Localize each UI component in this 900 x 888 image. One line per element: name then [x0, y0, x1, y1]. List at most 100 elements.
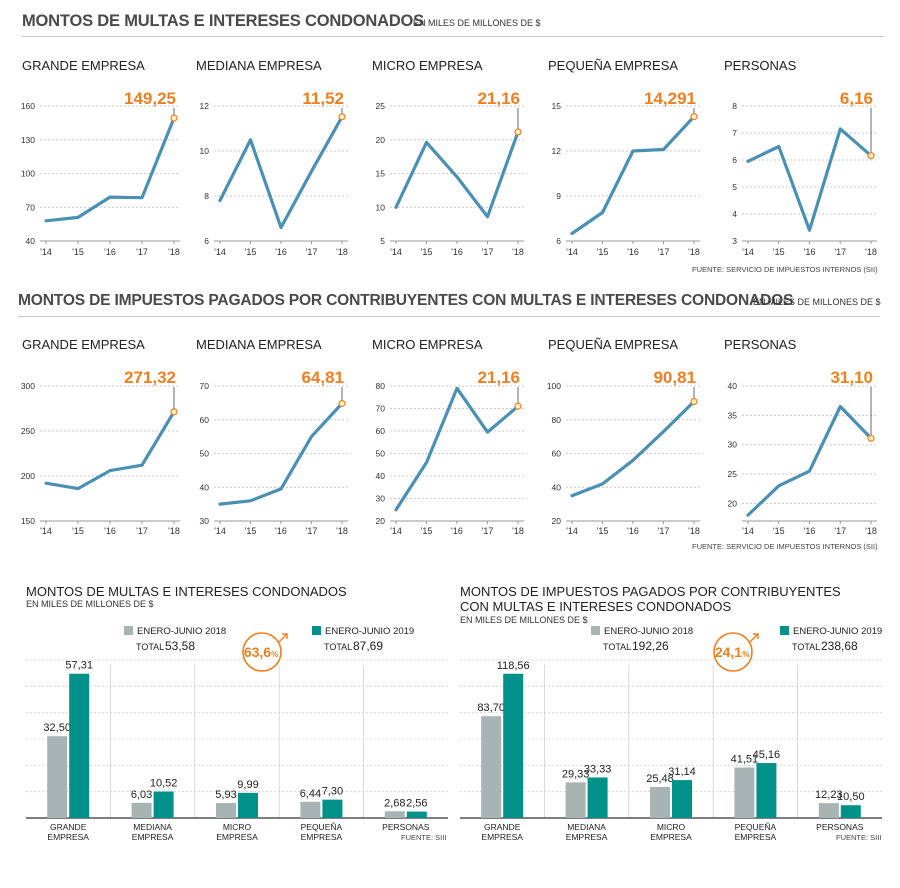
y-tick-label: 250 [21, 426, 35, 436]
series-line [746, 404, 873, 517]
bar-2018 [818, 803, 839, 818]
bar-value-label: 12,23 [815, 789, 843, 801]
y-tick-label: 5 [380, 236, 385, 246]
chart-title: MEDIANA EMPRESA [196, 58, 322, 73]
y-tick-label: 6 [556, 236, 561, 246]
bottom-left-title: MONTOS DE MULTAS E INTERESES CONDONADOS [26, 584, 347, 599]
legend-swatch [591, 626, 600, 635]
category-label: GRANDE [50, 822, 87, 832]
category-label: MEDIANA [567, 822, 606, 832]
x-tick-label: '17 [136, 526, 148, 536]
category-label: EMPRESA [566, 832, 608, 842]
y-tick-label: 8 [732, 101, 737, 111]
y-tick-label: 40 [200, 482, 210, 492]
x-tick-label: '14 [214, 247, 226, 257]
y-tick-label: 6 [204, 236, 209, 246]
x-tick-label: '18 [512, 247, 524, 257]
bar-2019 [756, 763, 777, 818]
x-tick-label: '15 [72, 247, 84, 257]
x-tick-label: '18 [336, 526, 348, 536]
bottom-left-title-line: MONTOS DE MULTAS E INTERESES CONDONADOS [26, 584, 347, 599]
y-tick-label: 100 [547, 381, 561, 391]
chart-title: PEQUEÑA EMPRESA [548, 58, 678, 73]
bottom-right-subtitle: EN MILES DE MILLONES DE $ [460, 615, 588, 625]
line-chart-row2-2: MEDIANA EMPRESA 30 40 50 60 70 '14 '15 '16 '17 '18… [196, 337, 348, 536]
y-tick-label: 9 [556, 191, 561, 201]
x-tick-label: '16 [104, 247, 116, 257]
legend-total-value: 238,68 [821, 639, 858, 653]
y-tick-label: 25 [376, 101, 386, 111]
bottom-left-subtitle: EN MILES DE MILLONES DE $ [26, 599, 154, 609]
highlight-point [690, 397, 698, 406]
x-tick-label: '16 [451, 526, 463, 536]
legend-label: ENERO-JUNIO 2019 [325, 626, 414, 637]
x-tick-label: '15 [597, 247, 609, 257]
line-chart-row1-5: PERSONAS 3 4 5 6 7 8 '14 '15 '16 '17 '18 6,16 [724, 58, 877, 257]
line-chart-row2-1: GRANDE EMPRESA 150 200 250 300 '14 '15 '16 '17 '1… [21, 337, 180, 536]
x-tick-label: '15 [245, 247, 257, 257]
y-tick-label: 15 [552, 101, 562, 111]
category-label: MICRO [223, 822, 252, 832]
series-line [570, 399, 696, 498]
x-tick-label: '15 [773, 247, 785, 257]
y-tick-label: 300 [21, 381, 35, 391]
y-tick-label: 60 [552, 449, 562, 459]
x-tick-label: '16 [104, 526, 116, 536]
line-chart-row1-2: MEDIANA EMPRESA 6 8 10 12 '14 '15 '16 '17 '18 11,5… [196, 58, 348, 257]
bar-value-label: 25,48 [646, 773, 674, 785]
change-value: 63,6% [244, 644, 278, 660]
bar-2018 [47, 736, 68, 818]
legend-label: ENERO-JUNIO 2018 [137, 626, 226, 637]
highlight-point [170, 114, 178, 122]
highlight-point [338, 113, 346, 121]
series-line [218, 115, 344, 230]
y-tick-label: 20 [728, 498, 738, 508]
category-label: PEQUEÑA [301, 822, 343, 832]
x-tick-label: '18 [865, 247, 877, 257]
bar-2018 [565, 782, 586, 818]
highlight-value-label: 31,10 [830, 368, 873, 387]
change-unit: % [742, 650, 749, 659]
category-label: PERSONAS [816, 822, 864, 832]
change-number: 24,1 [715, 644, 742, 660]
x-tick-label: '17 [136, 247, 148, 257]
highlight-point [514, 402, 522, 410]
y-tick-label: 60 [200, 415, 210, 425]
chart-title: PEQUEÑA EMPRESA [548, 337, 678, 352]
bar-2018 [481, 716, 502, 818]
y-tick-label: 3 [732, 236, 737, 246]
change-badge [242, 632, 282, 672]
y-tick-label: 6 [732, 155, 737, 165]
bar-value-label: 10,52 [150, 778, 178, 790]
x-tick-label: '18 [168, 526, 180, 536]
x-tick-label: '15 [245, 526, 257, 536]
chart-title: PERSONAS [724, 58, 797, 73]
highlight-point [170, 408, 178, 416]
y-tick-label: 70 [376, 404, 386, 414]
legend-label: ENERO-JUNIO 2018 [604, 626, 693, 637]
section1-source: FUENTE: SERVICIO DE IMPUESTOS INTERNOS (… [692, 265, 878, 274]
bar-2019 [587, 777, 608, 818]
legend-total-value: 192,26 [632, 639, 669, 653]
section2-source: FUENTE: SERVICIO DE IMPUESTOS INTERNOS (… [692, 542, 878, 551]
x-tick-label: '14 [390, 526, 402, 536]
x-tick-label: '14 [40, 526, 52, 536]
y-tick-label: 15 [376, 169, 386, 179]
x-tick-label: '15 [773, 526, 785, 536]
y-tick-label: 40 [376, 471, 386, 481]
bar-2018 [650, 786, 670, 818]
y-tick-label: 40 [26, 236, 36, 246]
x-tick-label: '14 [566, 247, 578, 257]
bar-2019 [69, 673, 90, 818]
category-label: PERSONAS [382, 822, 430, 832]
chart-title: MICRO EMPRESA [372, 337, 483, 352]
x-tick-label: '14 [214, 526, 226, 536]
legend-swatch [124, 626, 133, 635]
bar-value-label: 10,50 [837, 791, 865, 803]
legend-label: ENERO-JUNIO 2019 [793, 626, 882, 637]
bar-value-label: 2,68 [384, 797, 405, 809]
bar-value-label: 2,56 [406, 798, 427, 810]
chart-title: GRANDE EMPRESA [22, 58, 145, 73]
